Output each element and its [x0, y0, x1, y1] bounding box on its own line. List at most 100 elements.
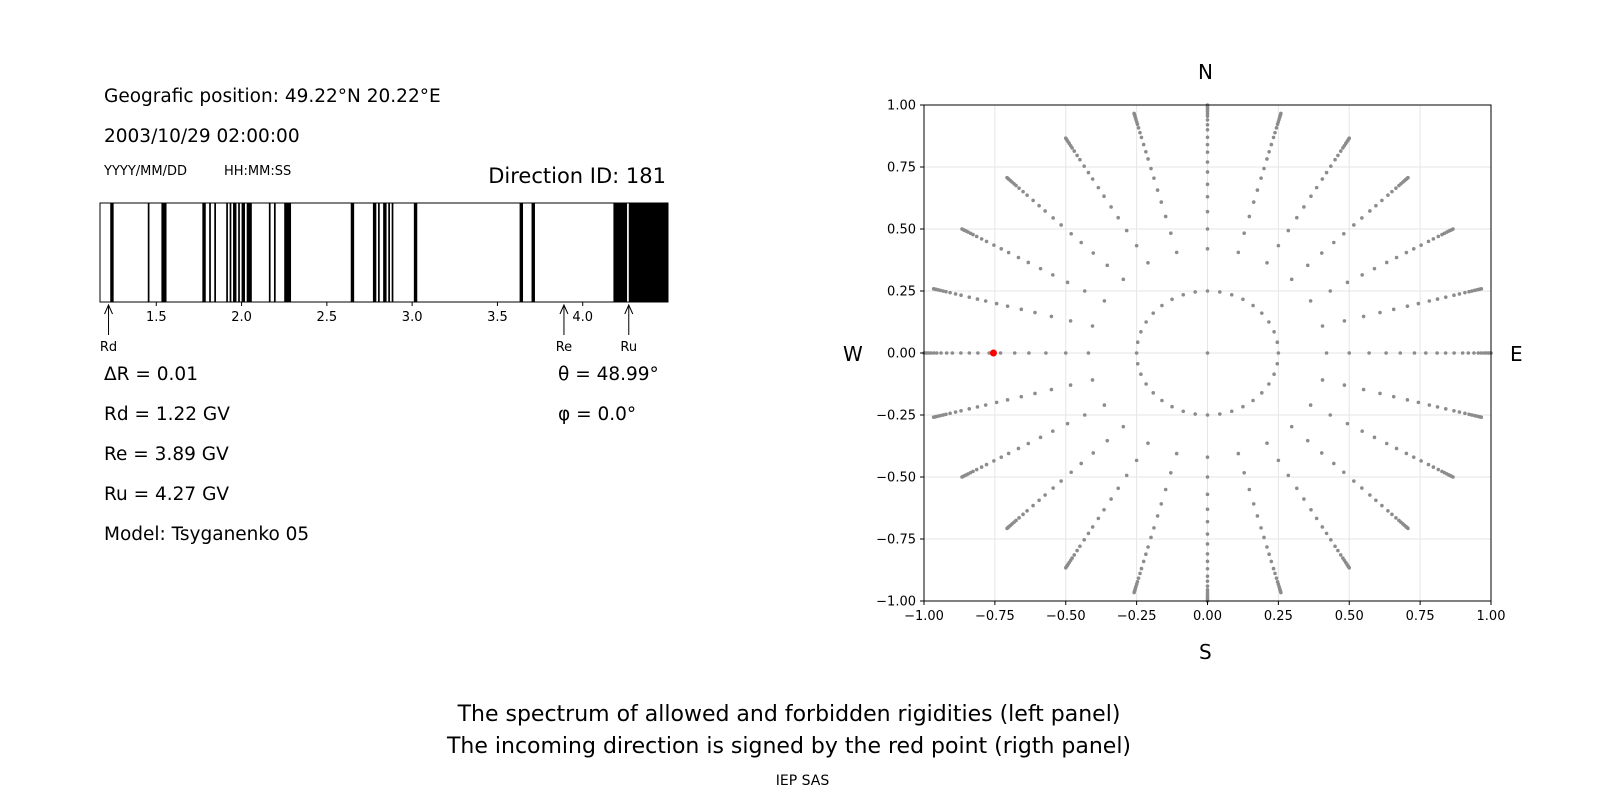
direction-point	[1336, 548, 1340, 553]
direction-point	[1205, 351, 1210, 355]
direction-point	[1342, 231, 1346, 236]
direction-point	[1019, 394, 1024, 399]
delta-r-value: ΔR = 0.01	[104, 364, 198, 385]
direction-point	[1151, 391, 1156, 395]
x-tick-label: −0.50	[1046, 609, 1086, 624]
direction-point	[1031, 503, 1035, 508]
direction-point	[999, 247, 1004, 251]
direction-point	[1205, 579, 1210, 583]
x-tick-label: 4.0	[572, 310, 593, 325]
direction-point	[1265, 260, 1269, 265]
y-tick-label: 0.00	[887, 347, 916, 362]
direction-point	[1324, 351, 1329, 355]
re-value: Re = 3.89 GV	[104, 444, 229, 465]
direction-point	[1025, 509, 1029, 513]
direction-point	[1469, 289, 1474, 293]
direction-point	[1134, 243, 1139, 248]
direction-point	[1205, 519, 1210, 524]
direction-point	[1181, 292, 1186, 297]
direction-point	[944, 289, 948, 294]
direction-point	[959, 293, 963, 298]
y-tick-label: −0.50	[876, 471, 916, 486]
direction-point	[1205, 135, 1210, 140]
direction-point	[1090, 177, 1095, 181]
direction-point	[1368, 209, 1372, 213]
direction-point	[1017, 186, 1021, 190]
direction-point	[1090, 525, 1095, 529]
direction-point	[1138, 571, 1142, 576]
forbidden-bar	[273, 203, 276, 302]
direction-point	[1012, 351, 1017, 355]
direction-point	[1124, 473, 1129, 478]
direction-point	[1069, 231, 1073, 236]
forbidden-bar	[110, 203, 114, 302]
direction-point	[974, 234, 979, 239]
direction-point	[1063, 136, 1068, 141]
direction-point	[1059, 223, 1063, 227]
direction-point	[1457, 292, 1462, 296]
direction-point	[1159, 502, 1164, 506]
direction-point	[1345, 280, 1350, 285]
direction-point	[1205, 588, 1210, 592]
compass-west: W	[843, 342, 863, 366]
direction-point	[1149, 535, 1153, 540]
direction-point	[1443, 351, 1448, 355]
direction-point	[1333, 544, 1337, 549]
y-tick-label: −0.25	[876, 409, 916, 424]
direction-point	[1319, 251, 1324, 255]
direction-point	[1078, 544, 1082, 549]
direction-point	[1394, 516, 1398, 520]
direction-point	[1082, 164, 1086, 168]
ru-value: Ru = 4.27 GV	[104, 484, 230, 505]
direction-point	[1391, 394, 1396, 399]
direction-point	[1276, 351, 1281, 355]
direction-point	[1205, 227, 1210, 231]
datetime: 2003/10/29 02:00:00	[104, 126, 300, 147]
direction-point	[1096, 516, 1101, 521]
x-tick-label: −1.00	[904, 609, 944, 624]
direction-point	[1021, 512, 1025, 517]
direction-point	[1279, 590, 1283, 595]
forbidden-bar	[147, 203, 150, 302]
direction-point	[1075, 153, 1079, 158]
direction-point	[1124, 228, 1129, 233]
direction-point	[1289, 424, 1294, 429]
direction-point	[1218, 412, 1222, 416]
direction-point	[1390, 512, 1394, 517]
direction-point	[1271, 135, 1276, 140]
direction-point	[1116, 486, 1120, 491]
direction-point	[1342, 383, 1347, 387]
direction-point	[967, 351, 972, 355]
direction-point	[1463, 290, 1467, 295]
forbidden-bar	[284, 203, 292, 302]
direction-point	[1452, 408, 1456, 413]
direction-point	[1384, 260, 1389, 265]
direction-point	[1338, 149, 1343, 153]
direction-point	[1105, 438, 1110, 443]
direction-point	[1086, 170, 1091, 175]
direction-point	[1289, 277, 1294, 282]
direction-point	[999, 455, 1004, 459]
direction-point	[1038, 266, 1043, 271]
direction-point	[1324, 170, 1329, 175]
direction-point	[1151, 311, 1156, 315]
direction-point	[1411, 247, 1416, 251]
direction-point	[1435, 405, 1440, 409]
direction-point	[1236, 250, 1241, 255]
direction-point	[1134, 351, 1139, 355]
direction-point	[1017, 516, 1021, 520]
direction-point	[1305, 263, 1310, 268]
direction-point	[1262, 166, 1266, 171]
direction-point	[1406, 526, 1410, 531]
direction-point	[953, 410, 958, 414]
direction-point	[1132, 590, 1136, 595]
direction-point	[1025, 193, 1029, 197]
direction-point	[1247, 487, 1252, 492]
direction-point	[1314, 516, 1319, 521]
direction-point	[1416, 301, 1421, 306]
direction-point	[1136, 576, 1141, 580]
direction-point	[1086, 351, 1091, 355]
direction-point	[994, 301, 999, 306]
direction-point	[1267, 382, 1271, 386]
forbidden-bar	[209, 203, 211, 302]
